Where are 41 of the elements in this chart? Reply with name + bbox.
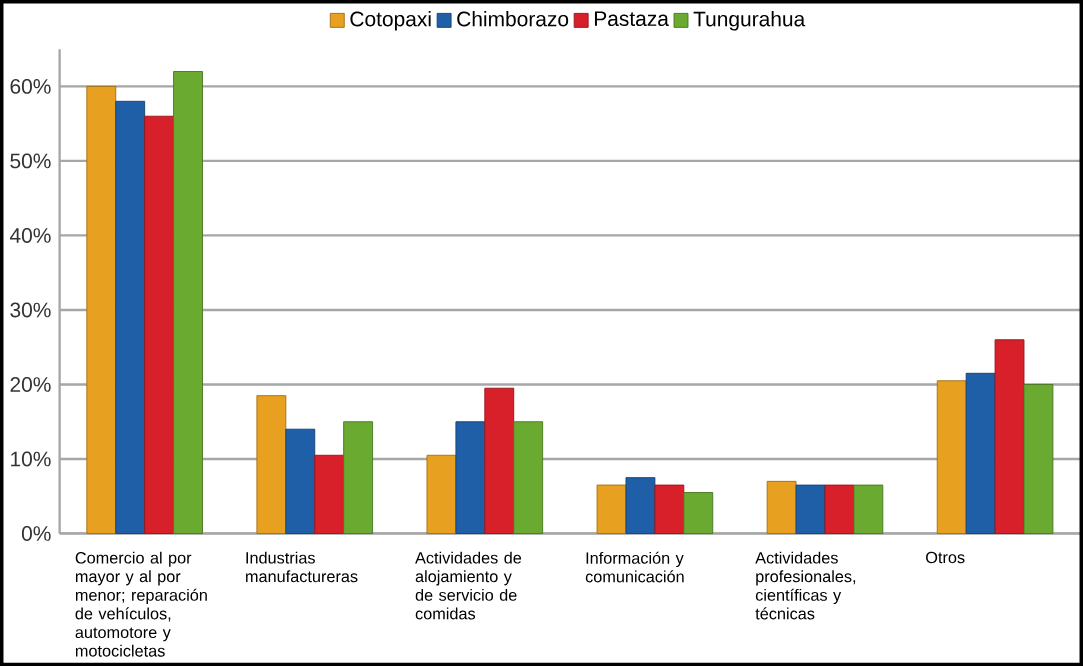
- bar: [766, 480, 797, 534]
- x-tick-label: Actividades profesionales, científicas y técnicas: [755, 551, 856, 620]
- legend-label: Pastaza: [594, 11, 669, 26]
- x-tick-label: Comercio al por mayor y al por menor; reparación de vehículos, automotore y motocicletas: [75, 551, 207, 657]
- legend-label: Tungurahua: [693, 10, 806, 31]
- bar: [426, 454, 457, 534]
- y-tick-label: 40%: [9, 227, 51, 243]
- bar: [596, 484, 627, 534]
- bar: [936, 380, 967, 534]
- y-tick-label: 0%: [21, 526, 51, 541]
- y-tick-label: 50%: [10, 153, 51, 169]
- bar: [484, 387, 515, 534]
- legend-label: Cotopaxi: [350, 10, 431, 31]
- bar: [86, 85, 117, 534]
- bar: [853, 484, 884, 534]
- bar: [144, 115, 175, 534]
- legend-label: Chimborazo: [457, 10, 569, 27]
- bar: [625, 477, 656, 534]
- bar: [343, 421, 374, 534]
- bar: [314, 454, 345, 534]
- bar: [965, 372, 996, 534]
- x-tick-label: Información y comunicación: [585, 551, 684, 583]
- bar: [256, 395, 287, 534]
- bar: [173, 70, 203, 534]
- bar: [455, 421, 486, 534]
- bar: [795, 484, 826, 534]
- x-tick-label: Industrias manufactureras: [246, 551, 358, 583]
- bar: [824, 484, 855, 534]
- x-tick-label: Otros: [926, 551, 965, 564]
- bar: [513, 421, 544, 534]
- y-tick-label: 30%: [10, 302, 51, 318]
- y-tick-label: 60%: [10, 78, 51, 94]
- bar: [683, 491, 714, 534]
- bar: [285, 428, 316, 534]
- bar: [994, 339, 1025, 534]
- bar: [654, 484, 685, 534]
- y-tick-label: 20%: [10, 376, 51, 392]
- x-tick-label: Actividades de alojamiento y de servicio de comidas: [415, 551, 522, 620]
- bar: [115, 100, 146, 534]
- bar: [1023, 383, 1054, 534]
- y-tick-label: 10%: [11, 451, 51, 467]
